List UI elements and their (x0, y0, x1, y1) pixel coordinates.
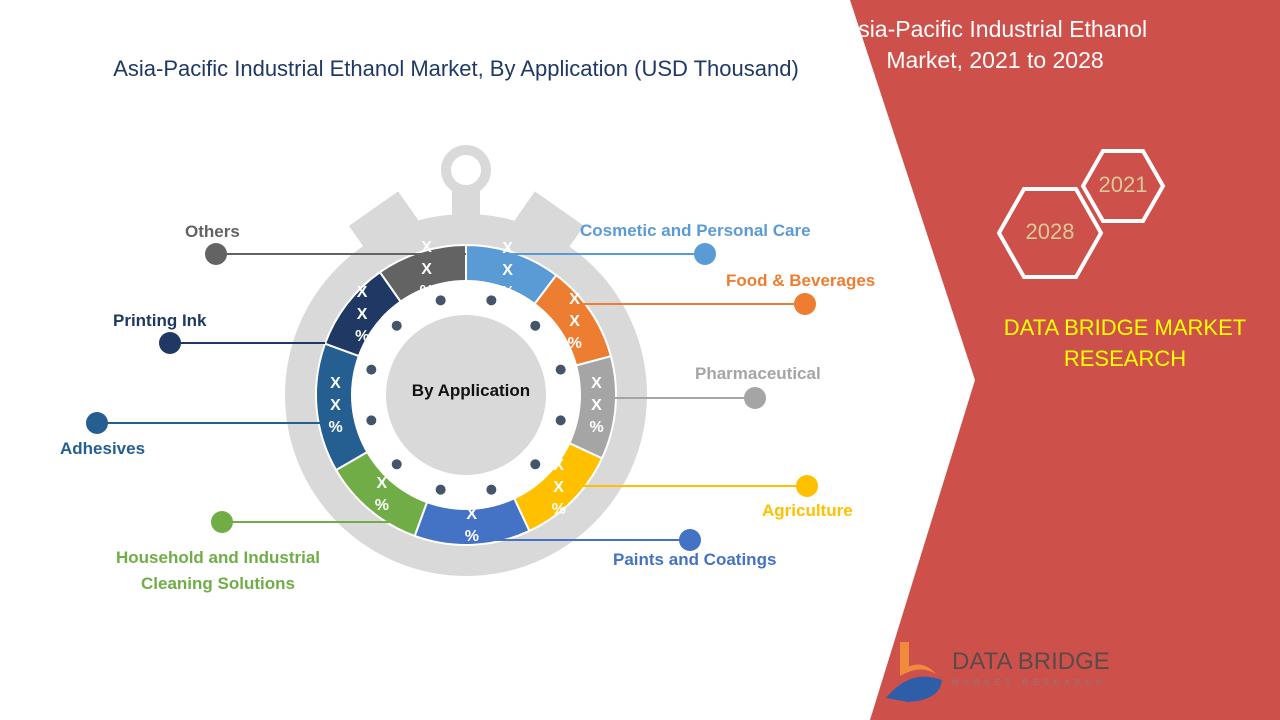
data-label: XX% (355, 284, 370, 346)
legend-marker (679, 529, 701, 551)
dial-dot (530, 320, 541, 331)
legend-marker (159, 332, 181, 354)
legend-marker (794, 293, 816, 315)
data-label: XX% (419, 239, 434, 301)
dial-dot (435, 484, 446, 495)
red-side-panel (850, 0, 1280, 720)
legend-marker (694, 243, 716, 265)
dial-dot (366, 364, 377, 375)
logo-sub: MARKET RESEARCH (952, 678, 1107, 687)
year-2021: 2021 (1098, 172, 1148, 197)
data-label: X% (374, 475, 390, 515)
legend-marker (744, 387, 766, 409)
center-disk (386, 315, 546, 475)
dial-dot (530, 459, 541, 470)
dial-dot (391, 320, 402, 331)
data-label: XX% (567, 290, 582, 352)
dial-dot (486, 295, 497, 306)
category-label: Food & Beverages (726, 271, 876, 290)
data-label: X% (464, 505, 479, 545)
chart-title: Asia-Pacific Industrial Ethanol Market, … (113, 56, 799, 81)
data-label: XX% (500, 239, 515, 301)
category-label: Pharmaceutical (695, 364, 821, 383)
dial-dot (391, 459, 402, 470)
dial-dot (435, 295, 446, 306)
category-label: Adhesives (60, 439, 146, 458)
dial-dot (486, 484, 497, 495)
dial-dot (366, 415, 377, 426)
brand-line2: RESEARCH (1063, 346, 1187, 371)
category-label: Others (185, 222, 240, 241)
legend-marker (86, 412, 108, 434)
side-title: Asia-Pacific Industrial Ethanol Market, … (750, 14, 1240, 76)
category-label: Agriculture (762, 501, 853, 520)
legend-marker (211, 511, 233, 533)
data-label: XX% (551, 456, 566, 518)
side-title-line1: Asia-Pacific Industrial Ethanol (842, 16, 1148, 42)
brand-line1: DATA BRIDGE MARKET (1003, 315, 1247, 340)
hexagon-2028 (996, 187, 1104, 279)
dial-dot (555, 415, 566, 426)
center-label: By Application (411, 381, 531, 400)
dial-dot (555, 364, 566, 375)
logo-name: DATA BRIDGE (952, 648, 1110, 675)
category-label: Printing Ink (113, 311, 207, 330)
category-label: Cosmetic and Personal Care (580, 221, 811, 240)
category-label: Household and Industrial Cleaning Soluti… (115, 548, 320, 593)
data-bridge-logo-icon (886, 642, 942, 702)
data-label: XX% (589, 375, 604, 437)
legend-marker (205, 243, 227, 265)
category-label: Paints and Coatings (613, 550, 777, 569)
brand-text: DATA BRIDGE MARKET RESEARCH (990, 312, 1260, 374)
side-title-line2: Market, 2021 to 2028 (886, 47, 1104, 73)
year-2028: 2028 (1025, 219, 1075, 244)
legend-marker (796, 475, 818, 497)
hexagon-2021 (1080, 149, 1166, 223)
data-label: XX% (328, 375, 343, 437)
